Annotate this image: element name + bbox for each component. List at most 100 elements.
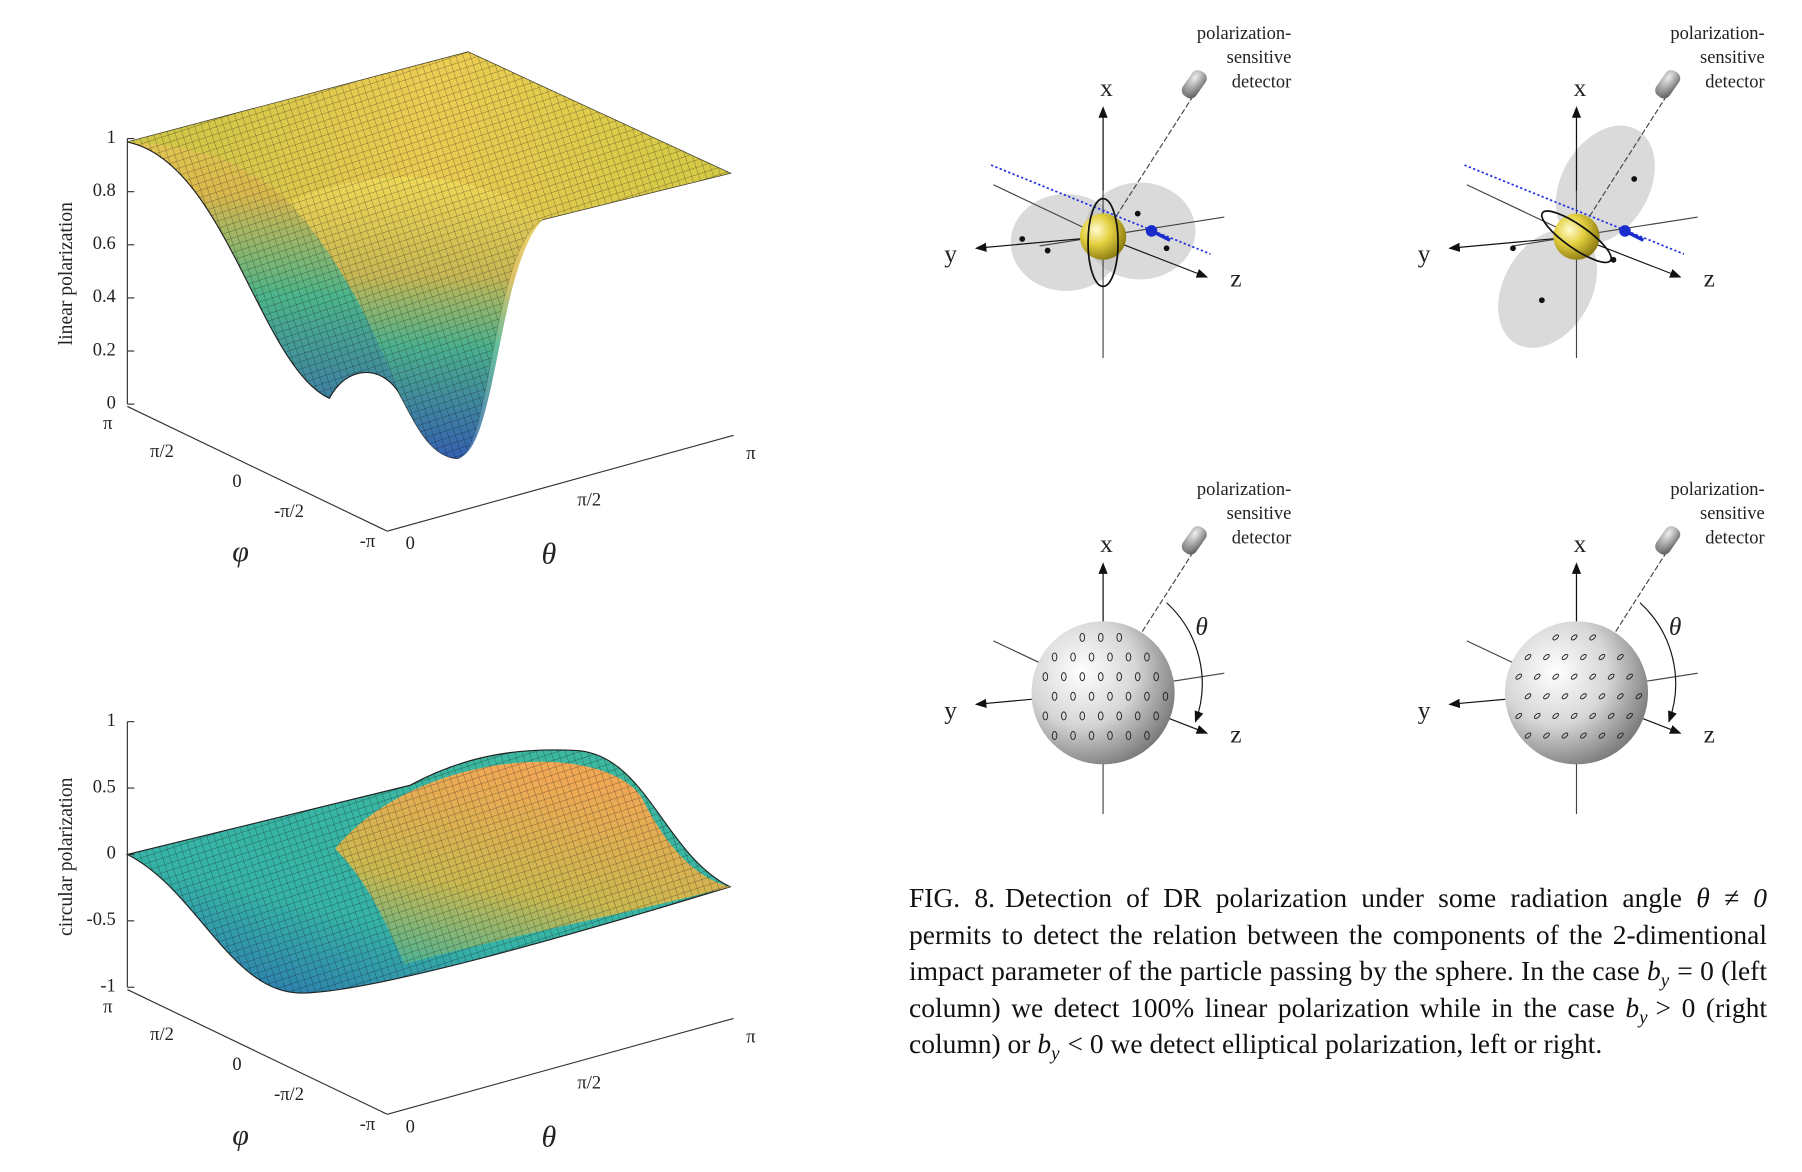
angle-arc [1166,602,1204,723]
polarization-mark [1134,711,1141,721]
theta-tick-label: π/2 [577,489,601,509]
axis-name: z [1230,264,1241,292]
z-tick-label: 0.5 [93,776,116,796]
z-tick-label: 0.4 [93,286,116,306]
polarization-mark [1097,711,1104,721]
circular-surface [125,749,732,994]
polarization-ellipse [1540,210,1613,264]
polarization-mark [1589,634,1596,641]
polarization-mark [1107,731,1113,741]
angle-label: θ [1195,613,1207,641]
diagram-panel: θ polarization-sensitive detector x y z [944,479,1292,815]
theta-tick-label: 0 [406,1116,415,1136]
polarization-mark [1144,652,1150,662]
detector-label: polarization- [1197,479,1291,499]
sphere [1031,621,1175,765]
polarization-mark [1061,711,1067,721]
phi-tick-label: π/2 [150,441,174,461]
diagram-panel: polarization-sensitive detector x y z [944,23,1291,358]
angle-arc [1639,602,1677,723]
polarization-mark [1543,732,1550,739]
axis-line [1512,216,1698,247]
polarization-mark [1116,632,1123,642]
polarization-mark [1552,673,1560,680]
polarization-mark [1051,652,1058,662]
polarization-mark [1561,693,1569,700]
polarization-mark [1097,672,1104,682]
caption-text: Detection of DR polarization under some … [1005,882,1697,913]
phi-label: φ [232,1118,249,1151]
caption-text: = 0 [1677,955,1714,986]
z-tick-label: 0.8 [93,180,116,200]
phi-tick-label: π/2 [150,1024,174,1044]
theta-label: θ [541,1121,556,1154]
phi-axis [127,405,388,532]
polarization-mark [1552,634,1560,641]
axis-name: y [944,696,957,724]
polarization-mark [1134,672,1141,682]
caption-math: by > 0 [1625,991,1695,1028]
sphere [1504,621,1649,765]
dot [1538,297,1545,304]
detector-label: detector [1705,71,1764,91]
z-axis-label: linear polarization [56,202,77,345]
caption-text: < 0 [1067,1028,1104,1059]
detector-line [1576,92,1670,238]
polarization-mark [1617,693,1624,700]
polarization-mark [1079,711,1086,721]
polarization-mark [1042,672,1049,682]
polarization-mark [1533,673,1541,680]
polarization-mark [1088,652,1095,662]
dot [1134,210,1141,217]
polarization-mark [1051,691,1058,701]
polarization-mark [1626,712,1633,719]
axis-name: z [1230,721,1241,749]
polarization-mark [1543,693,1550,700]
dot [1510,245,1516,252]
detector-label: detector [1705,527,1764,547]
polarization-mark [1524,732,1532,739]
polarization-mark [1144,691,1150,701]
detector-label: sensitive [1227,503,1292,523]
polarization-mark [1570,673,1578,680]
caption-m: b [1625,991,1640,1023]
axis-name: y [944,240,957,268]
theta-label: θ [541,537,556,570]
caption-sub: y [1639,1007,1648,1028]
detector-label: polarization- [1670,479,1764,499]
sphere [1079,213,1127,260]
caption-m: b [1647,955,1661,986]
z-tick-label: 1 [107,710,116,730]
caption-m: θ ≠ 0 [1696,882,1767,913]
detector-label: polarization- [1197,23,1291,43]
z-tick-label: 0 [107,843,116,863]
dot [1631,176,1638,182]
diagrams: polarization-sensitivedetectorxyzpolariz… [944,23,1765,815]
polarization-mark [1552,712,1560,719]
polarization-mark [1607,712,1615,719]
polarization-mark [1125,691,1132,701]
particle-arrow [1150,229,1171,242]
dot [1610,256,1617,263]
detector-label: sensitive [1700,503,1765,523]
polarization-mark [1097,632,1104,642]
detector [1181,70,1207,99]
caption-lab: FIG. 8. [909,882,996,913]
caption-m: b [1037,1028,1052,1059]
polarization-mark [1070,731,1076,741]
polarization-mark [1580,732,1587,739]
polarization-mark [1153,672,1159,682]
phi-axis [127,989,388,1115]
polarization-mark [1070,652,1076,662]
detector-label: polarization- [1670,23,1764,43]
dot [1163,245,1170,252]
angle-label: θ [1669,613,1681,641]
polarization-mark [1079,632,1086,642]
phi-label: φ [232,535,249,568]
polarization-mark [1589,673,1596,680]
axis-name: y [1418,240,1431,268]
z-tick-label: 0.6 [93,233,116,253]
linear-surface [127,51,732,459]
dot [1044,247,1051,254]
